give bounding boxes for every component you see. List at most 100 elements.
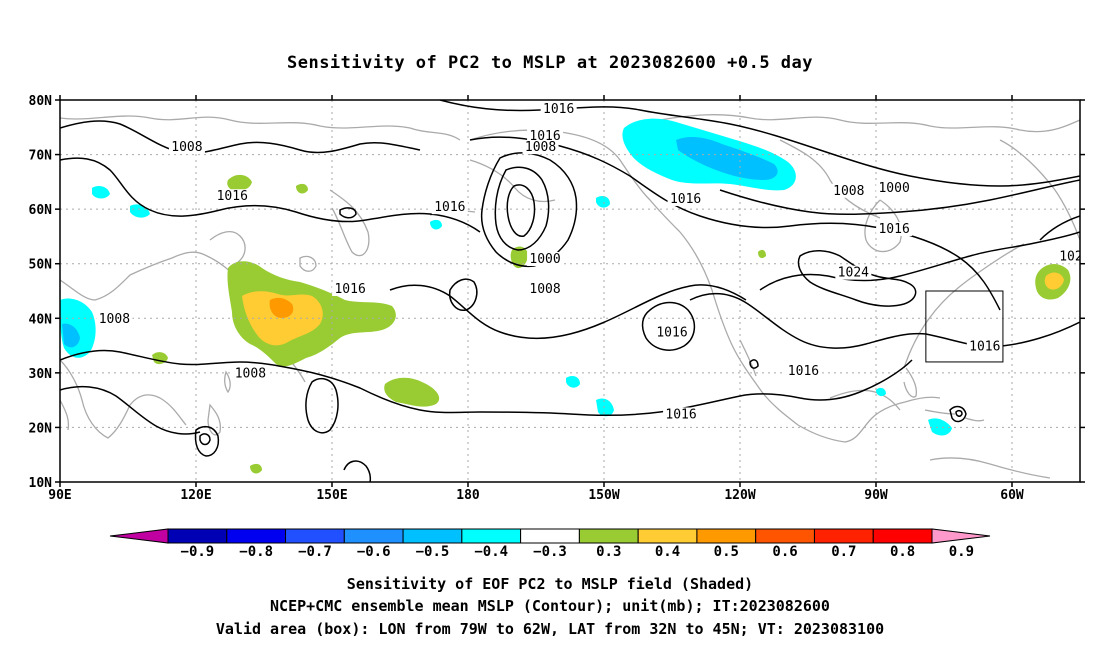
colorbar-high-arrow <box>931 528 991 544</box>
contour-label-bg <box>540 101 577 116</box>
contour-label: 1024 <box>838 266 869 281</box>
contour-label: 1016 <box>878 222 909 237</box>
colorbar-swatch <box>402 528 463 544</box>
colorbar-swatch <box>226 528 287 544</box>
shade-positive-atlantic-core <box>1044 272 1064 290</box>
contour-label: 1016 <box>788 364 819 379</box>
contour-label: 102 <box>1059 249 1082 264</box>
caption-line-3: Valid area (box): LON from 79W to 62W, L… <box>216 620 884 638</box>
shade-negative-7 <box>596 196 610 208</box>
colorbar-label: −0.8 <box>239 544 273 560</box>
contour-label: 1008 <box>529 282 560 297</box>
colorbar-label: −0.7 <box>298 544 332 560</box>
colorbar-label: 0.9 <box>949 544 974 560</box>
lat-label: 40N <box>29 312 53 327</box>
colorbar-label: 0.5 <box>714 544 739 560</box>
colorbar-label: −0.4 <box>474 544 508 560</box>
colorbar-swatch <box>872 528 933 544</box>
contour-label-bg <box>527 282 564 296</box>
colorbar-swatch <box>637 528 698 544</box>
lat-label: 70N <box>29 149 53 164</box>
caption-line-1: Sensitivity of EOF PC2 to MSLP field (Sh… <box>347 575 753 593</box>
contour-label: 1000 <box>878 181 909 196</box>
contour-label-bg <box>966 339 1003 354</box>
contour-label-bg <box>168 140 205 155</box>
colorbar-label: −0.6 <box>357 544 391 560</box>
contour-label: 1016 <box>670 192 701 207</box>
lat-lon-grid <box>60 100 1080 482</box>
shade-negative-2 <box>92 186 110 199</box>
contour-label: 1016 <box>543 102 574 117</box>
shade-negative-1-core <box>62 323 80 348</box>
axis-ticks <box>55 95 1085 487</box>
contour-label-bg <box>431 200 468 215</box>
contour-label-bg <box>522 140 559 155</box>
colorbar-low-arrow <box>109 528 169 544</box>
colorbar-swatch <box>167 528 228 544</box>
contour-label: 1008 <box>525 140 556 155</box>
colorbar-label: 0.6 <box>772 544 797 560</box>
contour-label-bg <box>876 221 913 236</box>
contour-label-bg <box>96 312 133 327</box>
lon-label: 120W <box>724 488 755 503</box>
contour-label: 1000 <box>529 252 560 267</box>
colorbar-swatch <box>461 528 522 544</box>
map-frame <box>59 99 1081 483</box>
lon-label: 120E <box>180 488 211 503</box>
lon-label: 150W <box>588 488 619 503</box>
shade-negative-9 <box>876 387 886 397</box>
contour-label-bg <box>1056 249 1080 264</box>
valid-area-box <box>925 290 1004 363</box>
latitude-labels: 80N 70N 60N 50N 40N 30N 20N 10N <box>29 94 53 491</box>
colorbar <box>109 528 991 544</box>
contour-label-bg <box>654 325 690 340</box>
lon-label: 60W <box>1000 488 1024 503</box>
shade-negative-arctic-core <box>676 137 778 180</box>
contour-label-bg <box>232 366 269 381</box>
colorbar-label: 0.3 <box>596 544 621 560</box>
colorbar-swatch <box>343 528 404 544</box>
contour-label-bg <box>876 181 913 196</box>
shade-negative-8 <box>430 219 442 230</box>
contour-labels: 1016 1008 1016 1008 1008 1000 1016 1016 1016 1016… <box>96 101 1082 423</box>
shade-positive-1 <box>384 377 440 407</box>
colorbar-label: −0.5 <box>416 544 450 560</box>
mslp-contours <box>60 100 1080 482</box>
lat-label: 50N <box>29 258 53 273</box>
contour-label: 1008 <box>833 184 864 199</box>
contour-label: 1008 <box>235 367 266 382</box>
shade-positive-westpac-peak <box>269 297 294 318</box>
map-panel: 1016 1008 1016 1008 1008 1000 1016 1016 1016 1016… <box>29 94 1085 503</box>
colorbar-labels: −0.9 −0.8 −0.7 −0.6 −0.5 −0.4 −0.3 0.3 0.4 0.5 0.6… <box>181 544 975 560</box>
lon-label: 90E <box>48 488 71 503</box>
contour-label: 1008 <box>99 312 130 327</box>
contour-label: 1016 <box>434 200 465 215</box>
contour-label-bg <box>785 363 822 378</box>
lat-label: 80N <box>29 94 53 109</box>
colorbar-label: 0.7 <box>831 544 856 560</box>
contour-label: 1016 <box>665 408 696 423</box>
colorbar-swatch <box>520 528 580 544</box>
contour-label-bg <box>527 251 564 266</box>
contour-label-bg <box>527 129 564 144</box>
contour-label: 1016 <box>656 326 687 341</box>
contour-label: 1016 <box>217 189 248 204</box>
colorbar-swatch <box>755 528 815 544</box>
colorbar-swatch <box>813 528 874 544</box>
lat-label: 20N <box>29 421 53 436</box>
caption-line-2: NCEP+CMC ensemble mean MSLP (Contour); u… <box>270 597 830 615</box>
shade-positive-4 <box>296 183 308 194</box>
shade-positive-6 <box>250 463 262 474</box>
shade-negative-4 <box>596 398 614 417</box>
contour-label: 1016 <box>969 339 1000 354</box>
longitude-labels: 90E 120E 150E 180 150W 120W 90W 60W <box>48 488 1024 503</box>
colorbar-label: 0.8 <box>890 544 915 560</box>
contour-label-bg <box>214 189 251 204</box>
lat-label: 30N <box>29 367 53 382</box>
figure-title: Sensitivity of PC2 to MSLP at 2023082600… <box>287 53 813 73</box>
contour-label-bg <box>332 282 369 296</box>
shade-negative-6 <box>928 418 952 436</box>
lat-label: 60N <box>29 203 53 218</box>
colorbar-label: 0.4 <box>655 544 680 560</box>
